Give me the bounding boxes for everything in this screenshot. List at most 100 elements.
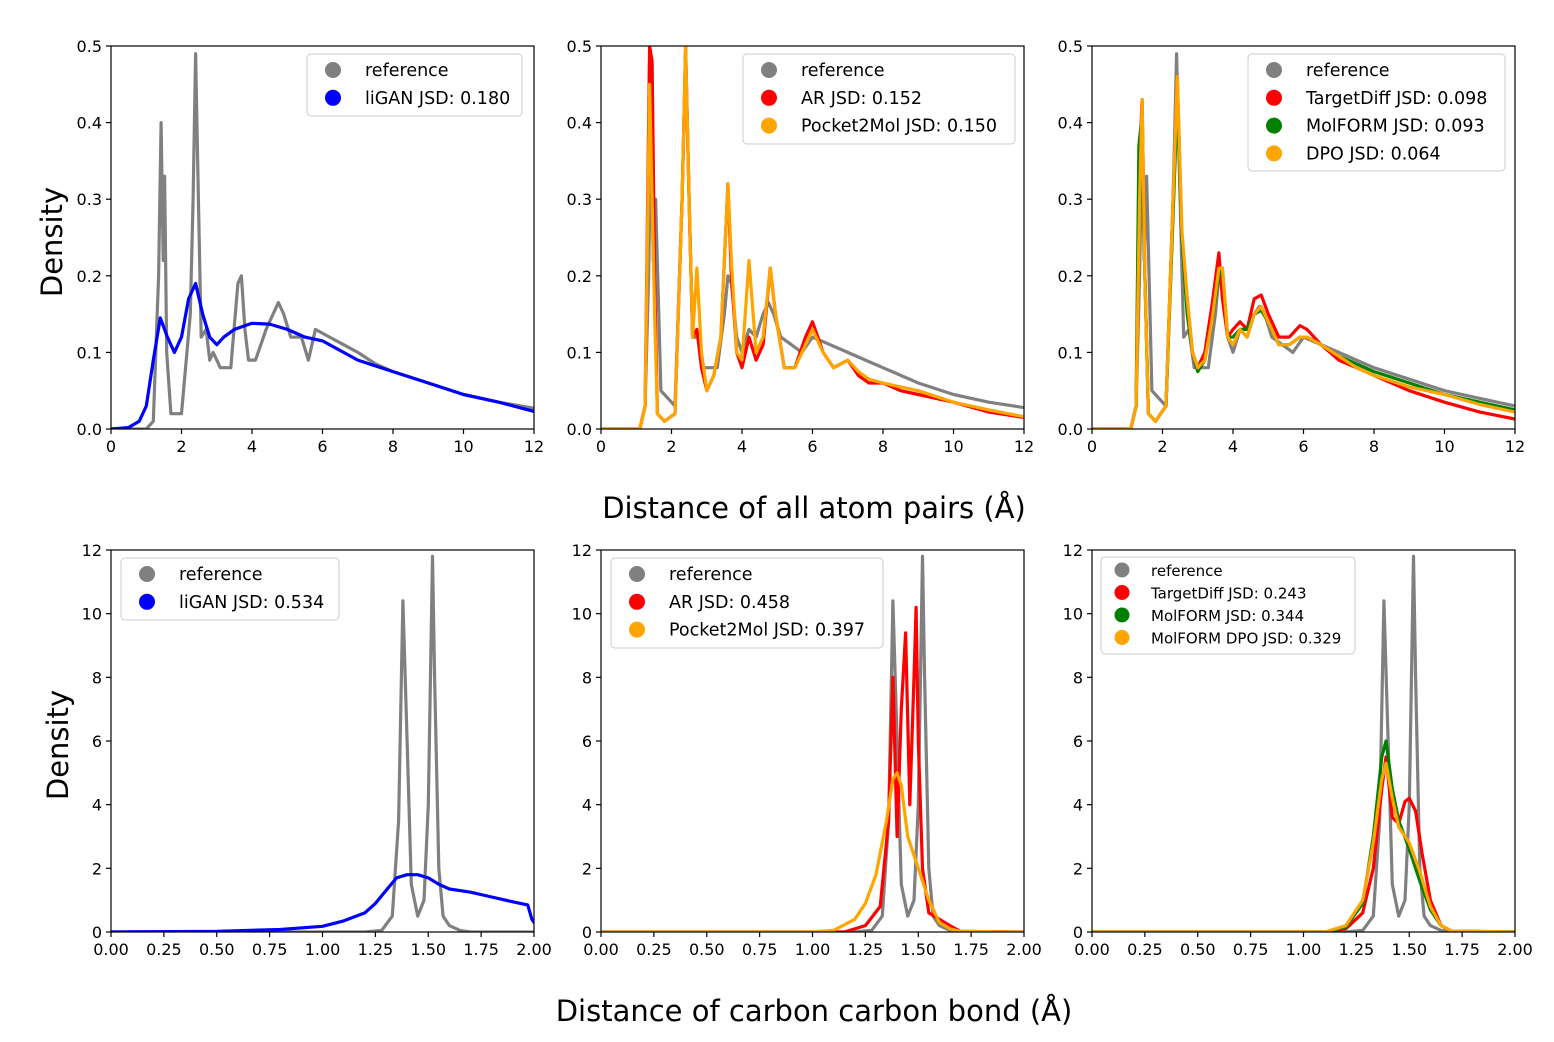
y-tick-label: 0.4 bbox=[1058, 114, 1083, 133]
x-tick-label: 0 bbox=[596, 437, 606, 456]
legend-box bbox=[306, 53, 523, 117]
y-tick-label: 8 bbox=[1073, 668, 1083, 687]
y-tick-label: 0 bbox=[92, 923, 102, 942]
x-tick-label: 2 bbox=[1157, 437, 1167, 456]
chart-panel-bottom-middle: 0.00 0.25 0.50 0.75 1.00 1.25 1.50 1.75 2.00 0 2 4 6… bbox=[572, 541, 1042, 959]
series-line-0 bbox=[1092, 554, 1515, 932]
legend-box bbox=[1100, 556, 1356, 655]
legend-label-1: liGAN JSD: 0.180 bbox=[365, 89, 510, 109]
x-tick-label: 12 bbox=[1014, 437, 1034, 456]
legend-label-2: Pocket2Mol JSD: 0.397 bbox=[669, 621, 865, 641]
x-tick-label: 1.25 bbox=[358, 940, 394, 959]
x-tick-label: 2.00 bbox=[1497, 940, 1533, 959]
x-tick-label: 1.50 bbox=[900, 940, 936, 959]
legend-label-0: reference bbox=[1306, 61, 1390, 81]
legend-label-0: reference bbox=[669, 565, 753, 585]
y-tick-label: 0 bbox=[1073, 923, 1083, 942]
x-tick-label: 12 bbox=[524, 437, 544, 456]
x-tick-label: 1.25 bbox=[848, 940, 884, 959]
series-line-3 bbox=[1092, 74, 1515, 429]
x-axis-label-top: Distance of all atom pairs (Å) bbox=[602, 491, 1026, 525]
x-tick-label: 1.75 bbox=[953, 940, 989, 959]
x-tick-label: 2 bbox=[666, 437, 676, 456]
x-tick-label: 4 bbox=[737, 437, 747, 456]
x-tick-label: 0.00 bbox=[1074, 940, 1110, 959]
y-tick-label: 10 bbox=[572, 605, 592, 624]
x-tick-label: 4 bbox=[247, 437, 257, 456]
x-tick-label: 8 bbox=[388, 437, 398, 456]
x-tick-label: 0.75 bbox=[252, 940, 288, 959]
y-tick-label: 0.5 bbox=[567, 37, 592, 56]
legend-label-3: DPO JSD: 0.064 bbox=[1306, 144, 1441, 164]
y-tick-label: 2 bbox=[92, 859, 102, 878]
x-axis-label-bottom: Distance of carbon carbon bond (Å) bbox=[556, 994, 1073, 1028]
x-tick-label: 8 bbox=[878, 437, 888, 456]
y-tick-label: 6 bbox=[1073, 732, 1083, 751]
x-tick-label: 0.50 bbox=[1180, 940, 1216, 959]
x-tick-label: 1.75 bbox=[1444, 940, 1480, 959]
y-tick-label: 12 bbox=[82, 541, 102, 560]
x-tick-label: 0.50 bbox=[199, 940, 235, 959]
x-tick-label: 1.25 bbox=[1339, 940, 1375, 959]
y-tick-label: 10 bbox=[82, 605, 102, 624]
legend-marker-2 bbox=[1114, 607, 1130, 623]
y-tick-label: 4 bbox=[1073, 796, 1083, 815]
legend-marker-0 bbox=[139, 566, 155, 582]
y-tick-label: 0.3 bbox=[567, 190, 592, 209]
legend-marker-1 bbox=[1266, 89, 1282, 106]
series-line-1 bbox=[111, 281, 534, 429]
legend-marker-1 bbox=[761, 89, 777, 106]
x-tick-label: 0.00 bbox=[93, 940, 129, 959]
x-tick-label: 2 bbox=[176, 437, 186, 456]
y-tick-label: 2 bbox=[582, 859, 592, 878]
y-tick-label: 8 bbox=[92, 668, 102, 687]
series-line-1 bbox=[111, 873, 534, 932]
legend-marker-0 bbox=[1114, 562, 1130, 578]
legend-box bbox=[1247, 53, 1506, 172]
x-tick-label: 6 bbox=[317, 437, 327, 456]
y-tick-label: 0 bbox=[582, 923, 592, 942]
y-tick-label: 0.1 bbox=[567, 343, 592, 362]
legend-label-0: reference bbox=[179, 565, 263, 585]
series-line-0 bbox=[111, 52, 534, 429]
y-tick-label: 0.1 bbox=[1058, 343, 1083, 362]
chart-panel-bottom-right: 0.00 0.25 0.50 0.75 1.00 1.25 1.50 1.75 2.00 0 2 4 6… bbox=[1063, 541, 1533, 959]
legend-marker-1 bbox=[139, 593, 155, 610]
legend-label-2: MolFORM JSD: 0.344 bbox=[1151, 607, 1304, 625]
y-tick-label: 0.0 bbox=[1058, 420, 1083, 439]
legend-label-1: AR JSD: 0.458 bbox=[669, 593, 790, 613]
legend-marker-2 bbox=[629, 621, 645, 638]
legend-label-1: liGAN JSD: 0.534 bbox=[179, 593, 324, 613]
x-tick-label: 0 bbox=[1087, 437, 1097, 456]
series-line-0 bbox=[111, 554, 534, 932]
x-tick-label: 10 bbox=[1434, 437, 1454, 456]
x-tick-label: 6 bbox=[807, 437, 817, 456]
legend-label-3: MolFORM DPO JSD: 0.329 bbox=[1151, 630, 1341, 648]
y-tick-label: 0.2 bbox=[77, 267, 102, 286]
legend-label-1: TargetDiff JSD: 0.243 bbox=[1150, 585, 1307, 603]
y-axis-label-bottom: Density bbox=[41, 690, 75, 800]
y-tick-label: 4 bbox=[92, 796, 102, 815]
chart-panel-bottom-left: 0.00 0.25 0.50 0.75 1.00 1.25 1.50 1.75 2.00 0 2 4 6… bbox=[82, 541, 552, 959]
legend: reference liGAN JSD: 0.180 bbox=[306, 53, 523, 117]
y-tick-label: 0.0 bbox=[567, 420, 592, 439]
legend-label-2: Pocket2Mol JSD: 0.150 bbox=[801, 117, 997, 137]
y-tick-label: 6 bbox=[582, 732, 592, 751]
x-tick-label: 1.00 bbox=[1286, 940, 1322, 959]
legend-marker-3 bbox=[1114, 630, 1130, 645]
x-tick-label: 0.50 bbox=[689, 940, 725, 959]
legend-marker-0 bbox=[1266, 62, 1282, 78]
x-tick-label: 2.00 bbox=[516, 940, 552, 959]
legend-label-1: TargetDiff JSD: 0.098 bbox=[1305, 89, 1487, 109]
legend-box bbox=[610, 557, 884, 649]
y-tick-label: 6 bbox=[92, 732, 102, 751]
legend-label-0: reference bbox=[1151, 562, 1223, 580]
x-tick-label: 0.25 bbox=[146, 940, 182, 959]
y-tick-label: 0.4 bbox=[567, 114, 592, 133]
x-tick-label: 1.50 bbox=[1391, 940, 1427, 959]
x-tick-label: 8 bbox=[1369, 437, 1379, 456]
y-tick-label: 0.3 bbox=[77, 190, 102, 209]
y-tick-label: 8 bbox=[582, 668, 592, 687]
x-tick-label: 0 bbox=[106, 437, 116, 456]
